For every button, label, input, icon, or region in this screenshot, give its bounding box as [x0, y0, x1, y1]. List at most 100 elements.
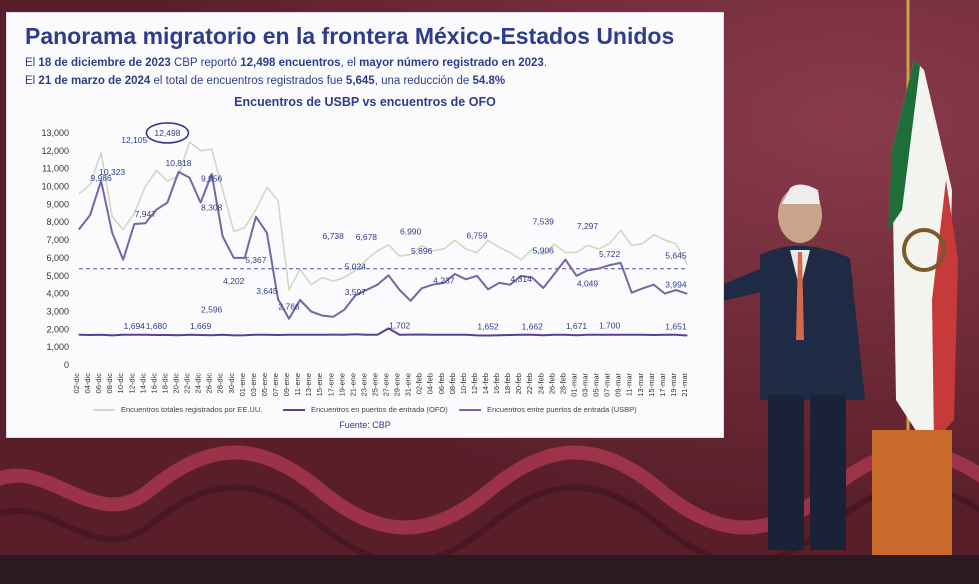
legend-label-total: Encuentros totales registrados por EE.UU…: [121, 405, 263, 414]
data-label: 1,700: [599, 321, 621, 331]
x-tick-label: 04-dic: [83, 373, 92, 394]
data-point-usbp: [542, 287, 544, 289]
data-point-usbp: [586, 269, 589, 272]
data-point-total: [575, 251, 578, 254]
legend-swatch-total: [93, 409, 115, 412]
data-point-usbp: [222, 235, 224, 238]
x-tick-label: 02-feb: [415, 373, 424, 394]
data-point-usbp: [631, 292, 633, 294]
data-point-usbp: [288, 318, 290, 320]
data-point-ofo: [177, 334, 180, 336]
data-label: 1,680: [146, 321, 168, 331]
data-point-ofo: [111, 334, 113, 336]
y-tick-label: 9,000: [46, 199, 69, 209]
y-tick-label: 1,000: [46, 342, 69, 352]
data-point-usbp: [642, 287, 644, 289]
data-point-total: [354, 269, 356, 272]
data-point-total: [78, 193, 80, 195]
x-tick-label: 22-feb: [525, 373, 534, 394]
data-label: 1,669: [190, 321, 212, 331]
data-point-usbp: [487, 288, 489, 290]
x-tick-label: 28-feb: [558, 373, 567, 394]
data-point-total: [465, 248, 467, 250]
x-tick-label: 29-ene: [393, 373, 402, 396]
data-point-ofo: [310, 334, 312, 336]
data-point-usbp: [255, 216, 257, 218]
data-label: 12,498: [154, 128, 180, 138]
data-point-total: [288, 289, 290, 291]
data-point-usbp: [376, 284, 379, 286]
series-line-total: [78, 141, 688, 291]
data-point-usbp: [553, 273, 555, 275]
y-tick-label: 11,000: [42, 164, 69, 174]
data-label: 6,678: [356, 232, 378, 242]
x-tick-label: 06-feb: [437, 373, 446, 394]
data-point-total: [321, 276, 323, 279]
data-point-ofo: [487, 334, 489, 337]
x-tick-label: 24-dic: [194, 373, 203, 394]
data-point-total: [233, 230, 235, 232]
data-point-usbp: [575, 275, 578, 277]
data-point-ofo: [255, 334, 257, 336]
x-tick-label: 28-dic: [216, 373, 225, 394]
data-point-total: [564, 251, 567, 254]
data-point-ofo: [410, 334, 412, 336]
data-point-ofo: [664, 334, 666, 336]
x-tick-label: 07-ene: [271, 373, 280, 396]
data-point-usbp: [78, 228, 80, 230]
data-label: 5,024: [345, 261, 367, 271]
line2-bold-3: 54.8%: [472, 75, 506, 87]
data-label: 4,049: [577, 279, 599, 289]
data-point-total: [432, 250, 434, 252]
data-label: 6,759: [466, 230, 488, 240]
data-label: 1,694: [124, 321, 146, 331]
data-point-usbp: [686, 293, 688, 295]
data-point-total: [343, 276, 345, 279]
x-tick-label: 14-dic: [138, 373, 147, 394]
data-point-usbp: [277, 298, 279, 300]
data-point-total: [454, 239, 456, 241]
x-tick-label: 07-mar: [603, 373, 612, 397]
data-point-ofo: [465, 334, 467, 336]
x-tick-label: 23-ene: [359, 373, 368, 396]
data-point-total: [365, 259, 368, 261]
data-point-ofo: [89, 334, 91, 336]
data-label: 8,308: [201, 203, 223, 213]
data-point-ofo: [343, 334, 345, 336]
data-point-usbp: [244, 257, 246, 259]
data-point-total: [144, 185, 146, 188]
data-point-ofo: [376, 334, 379, 336]
line2-text-3: , una reducción de: [374, 75, 473, 87]
data-point-usbp: [531, 276, 533, 279]
line2-text-2: el total de encuentros registrados fue: [150, 75, 346, 87]
data-point-ofo: [586, 334, 589, 336]
data-point-total: [642, 243, 644, 245]
data-point-ofo: [387, 327, 390, 330]
data-point-ofo: [398, 334, 401, 336]
data-point-usbp: [233, 257, 235, 259]
data-point-total: [122, 228, 124, 230]
data-point-ofo: [620, 334, 622, 336]
x-tick-label: 16-dic: [149, 373, 158, 394]
data-point-usbp: [421, 287, 423, 289]
data-point-ofo: [631, 334, 633, 336]
data-point-ofo: [321, 334, 323, 336]
data-point-total: [89, 184, 91, 186]
data-point-usbp: [200, 202, 202, 204]
data-point-usbp: [354, 294, 356, 296]
chart-title: Encuentros de USBP vs encuentros de OFO: [234, 95, 496, 109]
data-point-total: [675, 243, 677, 245]
x-tick-label: 15-ene: [315, 373, 324, 396]
mexican-flag: [872, 0, 958, 555]
x-tick-label: 01-ene: [238, 373, 247, 396]
data-point-usbp: [144, 222, 146, 224]
data-point-ofo: [575, 334, 578, 336]
data-label: 1,652: [477, 322, 499, 332]
x-tick-label: 24-feb: [536, 373, 545, 394]
data-label: 9,956: [201, 173, 223, 183]
data-point-usbp: [520, 275, 522, 277]
line1-text-4: .: [543, 57, 548, 69]
data-label: 1,671: [566, 321, 588, 331]
x-tick-label: 25-ene: [370, 373, 379, 396]
line-chart: 0 1,000 2,000 3,000 4,000 5,000 6,000 7,000 8,00…: [41, 122, 689, 397]
